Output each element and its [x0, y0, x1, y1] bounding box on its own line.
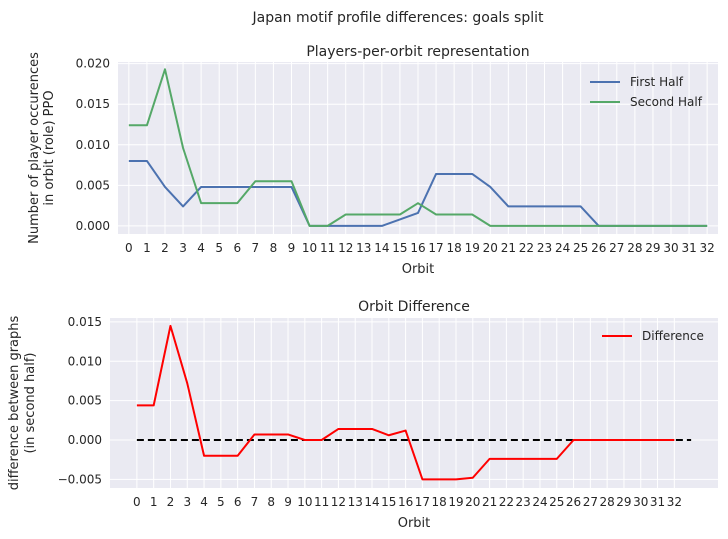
x-tick-label: 19	[465, 241, 480, 255]
x-tick-label: 19	[448, 495, 463, 509]
x-tick-label: 2	[161, 241, 169, 255]
x-tick-label: 29	[616, 495, 631, 509]
x-tick-label: 28	[627, 241, 642, 255]
x-tick-label: 26	[566, 495, 581, 509]
x-tick-label: 15	[381, 495, 396, 509]
y-tick-label: 0.015	[68, 315, 102, 329]
x-tick-label: 22	[519, 241, 534, 255]
x-tick-label: 11	[314, 495, 329, 509]
x-tick-label: 12	[338, 241, 353, 255]
x-tick-label: 5	[217, 495, 225, 509]
legend: Difference	[602, 329, 704, 343]
x-tick-label: 15	[392, 241, 407, 255]
chart-title: Players-per-orbit representation	[306, 44, 529, 60]
x-tick-label: 24	[555, 241, 570, 255]
top-chart-panel: 0 1 2 3 4 5 6 7 8 9 10 11 12 13 14 15 16 17 18 19 20 21 22 23 24…	[27, 44, 718, 277]
x-tick-label: 12	[331, 495, 346, 509]
x-tick-label: 18	[447, 241, 462, 255]
x-tick-label: 4	[200, 495, 208, 509]
x-tick-label: 7	[252, 241, 260, 255]
x-tick-label: 31	[681, 241, 696, 255]
x-tick-label: 8	[267, 495, 275, 509]
x-tick-label: 16	[410, 241, 425, 255]
legend-label: Difference	[642, 329, 704, 343]
x-tick-label: 21	[482, 495, 497, 509]
y-tick-label: 0.010	[68, 354, 102, 368]
x-tick-label: 17	[415, 495, 430, 509]
x-tick-label: 11	[320, 241, 335, 255]
y-tick-label: 0.000	[76, 219, 110, 233]
y-tick-label: −0.005	[58, 472, 102, 486]
bottom-chart-panel: 0 1 2 3 4 5 6 7 8 9 10 11 12 13 14 15 16 17 18 19 20 21 22 23 24…	[7, 299, 718, 531]
x-tick-label: 31	[650, 495, 665, 509]
y-tick-label: 0.005	[68, 394, 102, 408]
y-axis-label: Number of player occurences	[27, 52, 42, 244]
x-tick-label: 2	[167, 495, 175, 509]
figure-title: Japan motif profile differences: goals s…	[252, 10, 544, 26]
x-tick-label: 18	[432, 495, 447, 509]
x-tick-label: 1	[143, 241, 151, 255]
series-line-difference	[136, 324, 675, 481]
x-tick-label: 21	[501, 241, 516, 255]
x-tick-label: 6	[233, 241, 241, 255]
x-tick-label: 20	[465, 495, 480, 509]
x-tick-label: 10	[302, 241, 317, 255]
x-tick-label: 22	[499, 495, 514, 509]
y-tick-label: 0.005	[76, 178, 110, 192]
x-axis-label: Orbit	[398, 516, 431, 531]
series-line-second-half	[128, 68, 708, 227]
x-tick-label: 30	[633, 495, 648, 509]
plot-area	[110, 318, 718, 488]
x-tick-label: 8	[270, 241, 278, 255]
x-tick-label: 27	[609, 241, 624, 255]
x-tick-label: 30	[663, 241, 678, 255]
x-tick-label: 23	[516, 495, 531, 509]
x-tick-label: 28	[600, 495, 615, 509]
x-tick-label: 25	[573, 241, 588, 255]
legend: First Half Second Half	[590, 75, 703, 109]
x-tick-label: 9	[284, 495, 292, 509]
x-tick-label: 14	[364, 495, 379, 509]
x-tick-label: 23	[537, 241, 552, 255]
x-tick-label: 0	[125, 241, 133, 255]
x-tick-label: 3	[183, 495, 191, 509]
x-tick-label: 5	[215, 241, 223, 255]
y-axis-label: (in second half)	[23, 352, 38, 453]
x-tick-label: 6	[234, 495, 242, 509]
x-tick-label: 10	[297, 495, 312, 509]
legend-label: Second Half	[630, 95, 703, 109]
x-tick-label: 17	[428, 241, 443, 255]
y-tick-label: 0.020	[76, 57, 110, 71]
x-tick-label: 32	[667, 495, 682, 509]
y-tick-label: 0.010	[76, 138, 110, 152]
x-tick-label: 3	[179, 241, 187, 255]
chart-title: Orbit Difference	[358, 299, 470, 315]
y-axis-label: difference between graphs	[7, 315, 22, 490]
x-tick-label: 13	[348, 495, 363, 509]
x-tick-label: 1	[150, 495, 158, 509]
x-tick-label: 20	[483, 241, 498, 255]
x-tick-label: 0	[133, 495, 141, 509]
x-tick-label: 26	[591, 241, 606, 255]
y-axis-label: in orbit (role) PPO	[42, 90, 57, 205]
x-tick-label: 7	[251, 495, 259, 509]
x-tick-label: 25	[549, 495, 564, 509]
x-tick-label: 9	[288, 241, 296, 255]
x-axis-label: Orbit	[402, 262, 435, 277]
y-tick-label: 0.015	[76, 97, 110, 111]
x-tick-label: 32	[700, 241, 715, 255]
x-tick-label: 24	[532, 495, 547, 509]
x-tick-label: 27	[583, 495, 598, 509]
x-tick-label: 29	[645, 241, 660, 255]
x-tick-label: 4	[197, 241, 205, 255]
y-tick-label: 0.000	[68, 433, 102, 447]
x-tick-label: 14	[374, 241, 389, 255]
x-tick-label: 13	[356, 241, 371, 255]
x-tick-label: 16	[398, 495, 413, 509]
legend-label: First Half	[630, 75, 684, 89]
